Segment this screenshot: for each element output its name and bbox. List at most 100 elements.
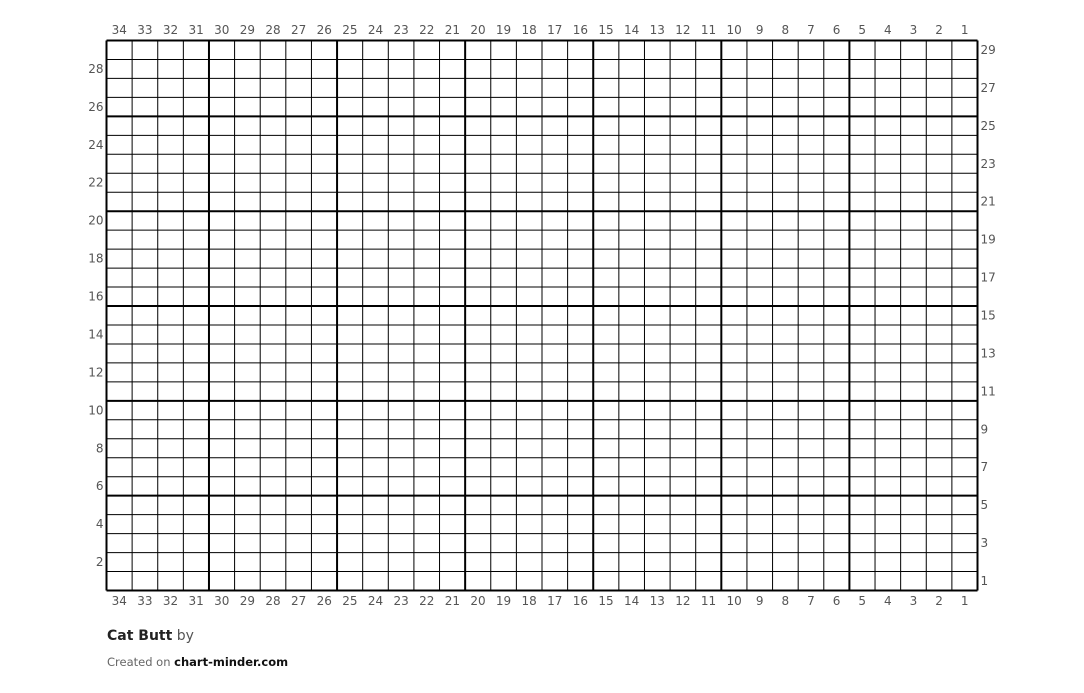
column-number-top: 29 — [240, 23, 255, 37]
column-number-top: 6 — [833, 23, 841, 37]
column-number-top: 33 — [137, 23, 152, 37]
row-number-left: 14 — [88, 327, 103, 341]
column-number-top: 8 — [782, 23, 790, 37]
row-number-left: 6 — [96, 479, 104, 493]
row-number-right: 5 — [981, 498, 989, 512]
row-number-left: 24 — [88, 138, 103, 152]
column-number-top: 32 — [163, 23, 178, 37]
row-number-right: 19 — [981, 233, 996, 247]
column-number-bottom: 33 — [137, 594, 152, 608]
row-number-left: 10 — [88, 403, 103, 417]
row-number-left: 16 — [88, 290, 103, 304]
column-number-bottom: 27 — [291, 594, 306, 608]
column-number-top: 4 — [884, 23, 892, 37]
chart-title: Cat Butt by — [107, 628, 194, 644]
column-number-bottom: 11 — [701, 594, 716, 608]
column-number-bottom: 8 — [782, 594, 790, 608]
row-number-right: 25 — [981, 119, 996, 133]
site-link[interactable]: chart-minder.com — [174, 655, 289, 669]
column-number-bottom: 18 — [522, 594, 537, 608]
column-number-top: 19 — [496, 23, 511, 37]
row-number-right: 17 — [981, 271, 996, 285]
row-number-left: 22 — [88, 176, 103, 190]
column-number-top: 30 — [214, 23, 229, 37]
created-on-text: Created on — [107, 655, 171, 669]
column-number-bottom: 4 — [884, 594, 892, 608]
row-number-right: 13 — [981, 346, 996, 360]
column-number-bottom: 14 — [624, 594, 639, 608]
column-number-top: 15 — [598, 23, 613, 37]
column-number-top: 10 — [726, 23, 741, 37]
row-number-right: 29 — [981, 43, 996, 57]
column-number-top: 2 — [935, 23, 943, 37]
column-number-bottom: 22 — [419, 594, 434, 608]
column-number-bottom: 16 — [573, 594, 588, 608]
column-number-bottom: 3 — [910, 594, 918, 608]
row-number-right: 15 — [981, 309, 996, 323]
column-number-top: 13 — [650, 23, 665, 37]
column-number-top: 3 — [910, 23, 918, 37]
column-number-top: 34 — [112, 23, 127, 37]
column-number-bottom: 13 — [650, 594, 665, 608]
column-number-bottom: 26 — [317, 594, 332, 608]
column-number-top: 11 — [701, 23, 716, 37]
column-number-top: 24 — [368, 23, 383, 37]
row-number-left: 20 — [88, 214, 103, 228]
row-number-left: 18 — [88, 252, 103, 266]
row-number-left: 4 — [96, 517, 104, 531]
column-number-bottom: 6 — [833, 594, 841, 608]
column-number-top: 7 — [807, 23, 815, 37]
credit-line: Created on chart-minder.com — [107, 655, 288, 669]
column-number-bottom: 32 — [163, 594, 178, 608]
knitting-chart-grid: 3434333332323131303029292828272726262525… — [88, 23, 996, 608]
column-number-bottom: 25 — [342, 594, 357, 608]
row-number-left: 28 — [88, 62, 103, 76]
column-number-bottom: 20 — [470, 594, 485, 608]
column-number-bottom: 34 — [112, 594, 127, 608]
column-number-bottom: 9 — [756, 594, 764, 608]
column-number-top: 25 — [342, 23, 357, 37]
row-number-left: 26 — [88, 100, 103, 114]
column-number-bottom: 10 — [726, 594, 741, 608]
column-number-bottom: 1 — [961, 594, 969, 608]
column-number-top: 22 — [419, 23, 434, 37]
pattern-name: Cat Butt — [107, 628, 173, 644]
row-number-right: 27 — [981, 81, 996, 95]
row-number-right: 3 — [981, 536, 989, 550]
column-number-bottom: 5 — [858, 594, 866, 608]
column-number-top: 16 — [573, 23, 588, 37]
column-number-bottom: 19 — [496, 594, 511, 608]
column-number-bottom: 2 — [935, 594, 943, 608]
column-number-bottom: 31 — [189, 594, 204, 608]
row-number-right: 7 — [981, 460, 989, 474]
column-number-bottom: 7 — [807, 594, 815, 608]
column-number-bottom: 21 — [445, 594, 460, 608]
column-number-top: 26 — [317, 23, 332, 37]
row-number-right: 9 — [981, 422, 989, 436]
row-number-left: 12 — [88, 365, 103, 379]
column-number-bottom: 23 — [393, 594, 408, 608]
column-number-top: 12 — [675, 23, 690, 37]
column-number-bottom: 17 — [547, 594, 562, 608]
row-number-right: 21 — [981, 195, 996, 209]
row-number-left: 8 — [96, 441, 104, 455]
author-by: by — [176, 628, 194, 644]
column-number-top: 21 — [445, 23, 460, 37]
column-number-bottom: 30 — [214, 594, 229, 608]
row-number-right: 11 — [981, 384, 996, 398]
column-number-top: 9 — [756, 23, 764, 37]
row-number-left: 2 — [96, 555, 104, 569]
column-number-top: 27 — [291, 23, 306, 37]
column-number-top: 23 — [393, 23, 408, 37]
column-number-top: 31 — [189, 23, 204, 37]
column-number-bottom: 29 — [240, 594, 255, 608]
column-number-bottom: 15 — [598, 594, 613, 608]
row-number-right: 23 — [981, 157, 996, 171]
column-number-top: 5 — [858, 23, 866, 37]
column-number-bottom: 28 — [265, 594, 280, 608]
row-number-right: 1 — [981, 574, 989, 588]
column-number-top: 1 — [961, 23, 969, 37]
column-number-top: 20 — [470, 23, 485, 37]
column-number-top: 17 — [547, 23, 562, 37]
column-number-bottom: 24 — [368, 594, 383, 608]
